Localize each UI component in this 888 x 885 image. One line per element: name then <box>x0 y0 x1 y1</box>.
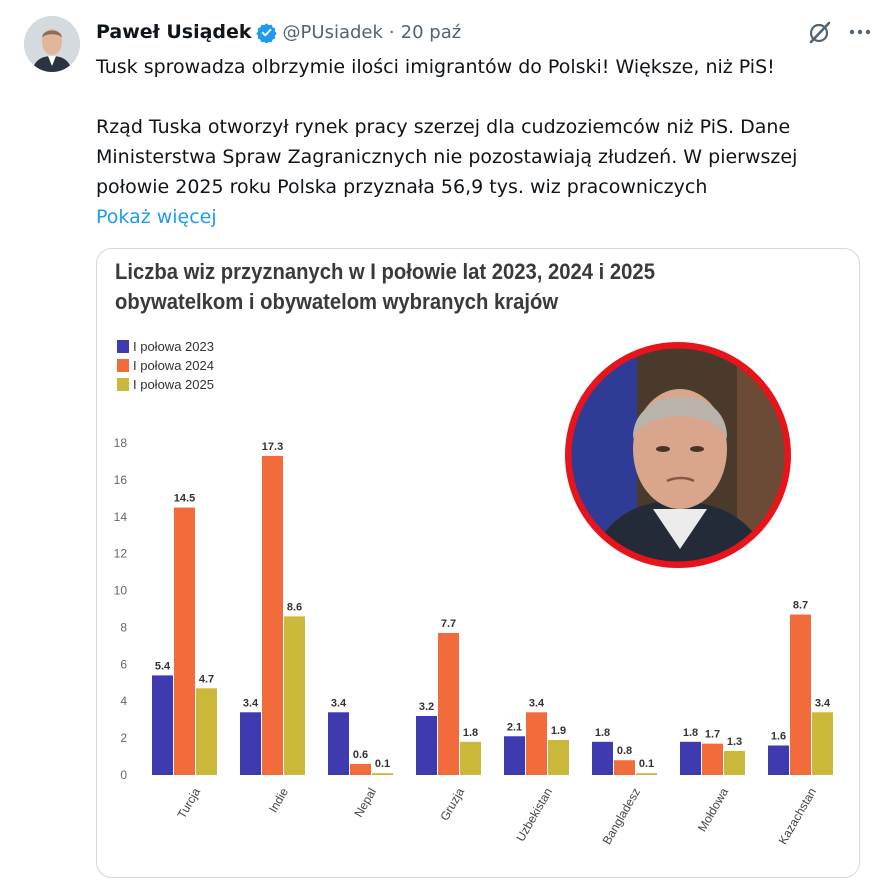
legend-swatch <box>117 340 129 353</box>
bar <box>504 736 525 775</box>
y-tick-label: 2 <box>120 731 127 745</box>
x-category-label: Indie <box>266 785 291 815</box>
chart-legend: I połowa 2023 I połowa 2024 I połowa 2025 <box>117 339 214 392</box>
bar <box>592 741 613 775</box>
bar-value-label: 3.4 <box>331 697 347 709</box>
x-category-label: Mołdowa <box>695 785 731 834</box>
bar <box>768 745 789 775</box>
bar <box>240 712 261 775</box>
bar <box>350 763 371 775</box>
author-handle[interactable]: @PUsiadek <box>282 21 383 43</box>
bar-value-label: 8.6 <box>287 601 302 613</box>
x-category-label: Uzbekistan <box>513 786 555 844</box>
x-category-label: Gruzja <box>437 785 467 823</box>
y-tick-label: 18 <box>114 436 128 450</box>
y-tick-label: 10 <box>114 584 128 598</box>
y-tick-label: 0 <box>120 768 127 782</box>
bar-value-label: 0.1 <box>375 758 390 770</box>
tweet-body: Rząd Tuska otworzył rynek pracy szerzej … <box>96 116 798 198</box>
more-icon[interactable] <box>848 18 872 46</box>
bar <box>702 743 723 775</box>
media-image[interactable]: Liczba wiz przyznanych w I połowie lat 2… <box>96 248 860 878</box>
x-category-label: Kazachstan <box>776 786 819 847</box>
bar <box>614 760 635 775</box>
bar-value-label: 1.8 <box>463 727 478 739</box>
y-tick-label: 8 <box>120 620 127 634</box>
y-tick-label: 12 <box>114 547 128 561</box>
bar-value-label: 8.7 <box>793 600 808 612</box>
bar-value-label: 0.8 <box>617 745 632 757</box>
bar <box>262 455 283 775</box>
avatar-image <box>24 16 80 72</box>
bar-value-label: 3.4 <box>815 697 831 709</box>
bar-value-label: 3.4 <box>243 697 259 709</box>
bar-value-label: 17.3 <box>262 441 283 453</box>
bar <box>460 741 481 775</box>
bar <box>724 751 745 775</box>
bar <box>526 712 547 775</box>
bar <box>174 507 195 775</box>
bar-value-label: 5.4 <box>155 660 171 672</box>
y-tick-label: 16 <box>114 473 128 487</box>
bar <box>328 712 349 775</box>
bar-value-label: 1.8 <box>595 727 610 739</box>
bar-value-label: 2.1 <box>507 721 522 733</box>
x-category-label: Bangladesz <box>600 786 643 847</box>
bar-value-label: 14.5 <box>174 493 195 505</box>
bar <box>636 773 657 775</box>
tweet-date[interactable]: 20 paź <box>400 21 462 43</box>
bar-value-label: 7.7 <box>441 618 456 630</box>
bar <box>152 675 173 775</box>
legend-label: I połowa 2024 <box>133 358 214 373</box>
bar <box>196 688 217 775</box>
legend-swatch <box>117 359 129 372</box>
legend-label: I połowa 2023 <box>133 339 214 354</box>
y-tick-label: 14 <box>114 510 128 524</box>
bar <box>548 739 569 775</box>
bar-value-label: 1.3 <box>727 736 742 748</box>
verified-badge-icon[interactable] <box>255 22 277 44</box>
tweet-headline: Tusk sprowadza olbrzymie ilości imigrant… <box>96 56 775 78</box>
show-more-link[interactable]: Pokaż więcej <box>96 206 217 228</box>
bar-value-label: 1.9 <box>551 725 566 737</box>
bar <box>680 741 701 775</box>
x-category-label: Nepal <box>351 786 379 820</box>
bar <box>284 616 305 775</box>
tweet-text: Tusk sprowadza olbrzymie ilości imigrant… <box>96 52 866 232</box>
grok-icon[interactable] <box>806 18 834 46</box>
bar-value-label: 1.8 <box>683 727 698 739</box>
bar <box>438 632 459 775</box>
bar <box>416 715 437 775</box>
tweet-header: Paweł Usiądek @PUsiadek · 20 paź <box>96 18 461 46</box>
bar-value-label: 3.4 <box>529 697 545 709</box>
x-category-label: Turcja <box>175 785 204 821</box>
author-name[interactable]: Paweł Usiądek <box>96 21 252 43</box>
header-separator: · <box>388 21 395 43</box>
bar <box>372 773 393 775</box>
legend-label: I połowa 2025 <box>133 377 214 392</box>
bar <box>790 614 811 775</box>
y-tick-label: 4 <box>120 694 127 708</box>
bar-value-label: 4.7 <box>199 673 214 685</box>
bar-value-label: 0.6 <box>353 749 368 761</box>
bar-value-label: 0.1 <box>639 758 654 770</box>
bar-value-label: 1.6 <box>771 730 786 742</box>
chart-title: Liczba wiz przyznanych w I połowie lat 2… <box>115 259 655 314</box>
bar-value-label: 3.2 <box>419 701 434 713</box>
bar <box>812 712 833 775</box>
legend-swatch <box>117 378 129 391</box>
photo-inset <box>563 340 793 570</box>
y-tick-label: 6 <box>120 657 127 671</box>
author-avatar[interactable] <box>24 16 80 72</box>
bar-value-label: 1.7 <box>705 729 720 741</box>
